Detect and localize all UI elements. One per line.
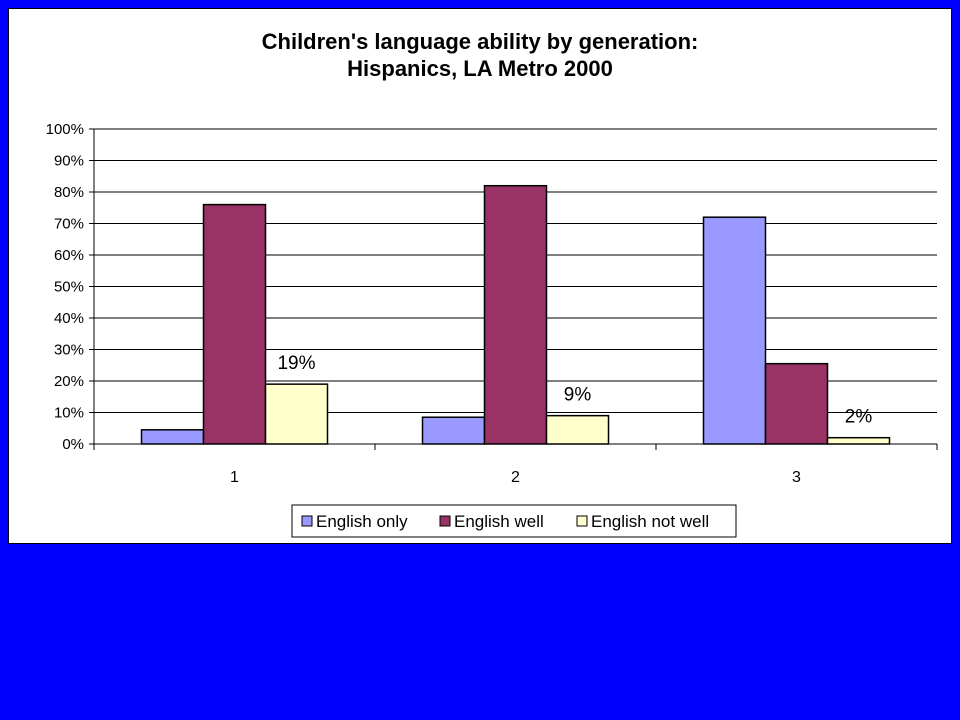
data-label: 9% <box>564 385 592 406</box>
legend-box <box>291 504 737 538</box>
chart-title-line-1: Children's language ability by generatio… <box>262 29 699 54</box>
y-tick-label: 30% <box>54 342 84 359</box>
y-tick-label: 50% <box>54 279 84 296</box>
legend-swatch <box>576 515 588 527</box>
y-tick-label: 90% <box>54 153 84 170</box>
x-axis-categories: 1 2 3 <box>230 469 801 486</box>
chart-title: Children's language ability by generatio… <box>262 29 699 81</box>
bar-english-not-well-2 <box>545 414 610 445</box>
chart-panel: Children's language ability by generatio… <box>8 8 952 544</box>
bar-english-well-2 <box>483 184 548 445</box>
bars <box>140 184 891 445</box>
data-label: 2% <box>845 407 873 428</box>
data-labels: 19% 9% 2% <box>277 353 872 428</box>
y-axis-ticks: 0% 10% 20% 30% 40% 50% 60% 70% 80% 90% 100% <box>46 121 94 453</box>
y-tick-label: 40% <box>54 310 84 327</box>
y-tick-label: 20% <box>54 373 84 390</box>
bar-english-only-2 <box>421 416 486 445</box>
data-label: 19% <box>277 353 315 374</box>
chart-title-line-2: Hispanics, LA Metro 2000 <box>347 56 613 81</box>
legend-label: English not well <box>591 512 709 531</box>
axes <box>93 129 938 450</box>
bar-english-not-well-1 <box>264 383 329 445</box>
y-tick-label: 0% <box>62 436 84 453</box>
legend-swatch <box>301 515 313 527</box>
legend-label: English only <box>316 512 408 531</box>
bar-english-not-well-3 <box>826 436 891 445</box>
bar-english-well-3 <box>764 362 829 445</box>
y-tick-label: 10% <box>54 405 84 422</box>
bar-english-only-3 <box>702 216 767 445</box>
bar-english-well-1 <box>202 203 267 445</box>
y-tick-label: 100% <box>46 121 84 138</box>
y-tick-label: 70% <box>54 216 84 233</box>
x-category-label: 3 <box>792 469 801 486</box>
bar-english-only-1 <box>140 429 205 445</box>
y-tick-label: 80% <box>54 184 84 201</box>
y-tick-label: 60% <box>54 247 84 264</box>
legend-label: English well <box>454 512 544 531</box>
bar-chart: Children's language ability by generatio… <box>46 29 938 538</box>
x-category-label: 2 <box>511 469 520 486</box>
legend-swatch <box>439 515 451 527</box>
legend: English only English well English not well <box>291 504 737 538</box>
x-category-label: 1 <box>230 469 239 486</box>
